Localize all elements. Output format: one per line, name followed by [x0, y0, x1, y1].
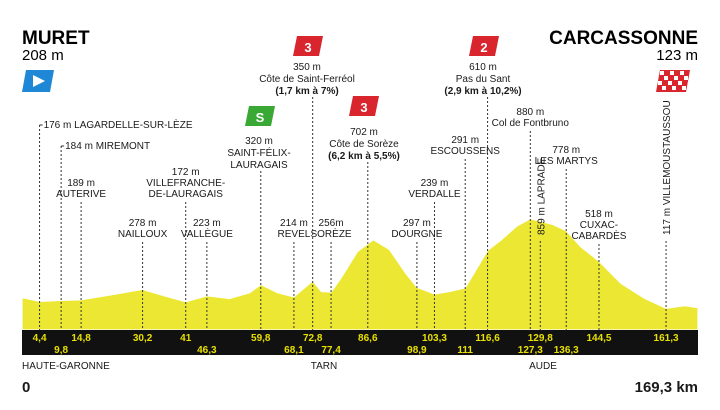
sprint-alt: 320 m: [245, 136, 273, 147]
distance-end: 169,3 km: [635, 379, 698, 396]
place-label: 859 m LAPRADE: [536, 157, 547, 235]
category-label: 3: [360, 100, 367, 115]
region-tarn: TARN: [311, 361, 337, 372]
place-label: 184 m MIREMONT: [65, 141, 150, 152]
place-label: CABARDÈS: [571, 229, 626, 242]
km-mark: 144,5: [586, 333, 611, 344]
place-label: 297 m: [403, 218, 431, 229]
place-label: 239 m: [421, 178, 449, 189]
place-label: Col de Fontbruno: [492, 118, 570, 129]
finish-altitude: 123 m: [656, 47, 698, 64]
category-badge-icon: [349, 96, 379, 116]
km-mark: 4,4: [33, 333, 47, 344]
km-mark: 77,4: [321, 345, 341, 356]
place-label: 176 m LAGARDELLE-SUR-LÈZE: [44, 118, 193, 131]
km-band: [22, 330, 698, 355]
place-label: 291 m: [451, 135, 479, 146]
sprint-name-2: LAURAGAIS: [230, 160, 288, 171]
place-label: VILLEFRANCHE-: [146, 178, 225, 189]
climb-pas-du-sant: 2 610 m Pas du Sant (2,9 km à 10,2%): [444, 36, 522, 97]
km-mark: 14,8: [71, 333, 91, 344]
finish-city: CARCASSONNE: [549, 28, 698, 49]
sprint-badge-icon: [245, 106, 275, 126]
climb-name: Pas du Sant: [456, 74, 511, 85]
place-label: VERDALLE: [408, 189, 461, 200]
km-mark: 98,9: [407, 345, 427, 356]
km-mark: 111: [457, 345, 473, 356]
place-label: REVEL: [278, 229, 311, 240]
place-label: 278 m: [129, 218, 157, 229]
km-mark: 41: [180, 333, 192, 344]
km-mark: 68,1: [284, 345, 304, 356]
climb-detail: (2,9 km à 10,2%): [444, 86, 521, 97]
climb-saint-ferreol: 3 350 m Côte de Saint-Ferréol (1,7 km à …: [259, 36, 355, 97]
km-mark: 72,8: [303, 333, 323, 344]
place-label: 117 m VILLEMOUSTAUSSOU: [662, 100, 673, 235]
category-label: 3: [304, 40, 311, 55]
place-label: SORÈZE: [310, 227, 351, 240]
km-mark: 30,2: [133, 333, 153, 344]
place-label: AUTERIVE: [56, 189, 106, 200]
climb-alt: 350 m: [293, 62, 321, 73]
place-label: 172 m: [172, 167, 200, 178]
km-mark: 136,3: [554, 345, 579, 356]
place-label: 256m: [319, 218, 344, 229]
km-mark: 46,3: [197, 345, 217, 356]
category-badge-icon: [469, 36, 499, 56]
climb-detail: (6,2 km à 5,5%): [328, 151, 400, 162]
place-label: CUXAC-: [580, 220, 618, 231]
place-label: 189 m: [67, 178, 95, 189]
place-label: DOURGNE: [391, 229, 442, 240]
km-mark: 9,8: [54, 345, 68, 356]
start-altitude: 208 m: [22, 47, 64, 64]
place-label: 223 m: [193, 218, 221, 229]
climb-name: Côte de Saint-Ferréol: [259, 74, 355, 85]
start-flag-icon: [22, 70, 54, 92]
region-aude: AUDE: [529, 361, 557, 372]
place-label: 518 m: [585, 209, 613, 220]
climb-alt: 610 m: [469, 62, 497, 73]
place-label: DE-LAURAGAIS: [148, 189, 223, 200]
climb-alt: 702 m: [350, 127, 378, 138]
km-mark: 103,3: [422, 333, 447, 344]
region-haute-garonne: HAUTE-GARONNE: [22, 361, 110, 372]
category-badge-icon: [293, 36, 323, 56]
distance-start: 0: [22, 379, 30, 396]
place-labels: 176 m LAGARDELLE-SUR-LÈZE 184 m MIREMONT 1…: [39, 100, 673, 242]
place-label: 214 m: [280, 218, 308, 229]
start-city: MURET: [22, 28, 90, 49]
place-label: NAILLOUX: [118, 229, 168, 240]
sprint-label: S: [256, 110, 265, 125]
km-mark: 116,6: [475, 333, 500, 344]
place-label: ESCOUSSENS: [430, 146, 500, 157]
climb-soreze: 3 702 m Côte de Sorèze (6,2 km à 5,5%): [328, 96, 400, 162]
category-label: 2: [480, 40, 487, 55]
climb-detail: (1,7 km à 7%): [275, 86, 338, 97]
km-mark: 129,8: [528, 333, 553, 344]
place-label: VALLÈGUE: [181, 227, 233, 240]
sprint-name-1: SAINT-FÉLIX-: [227, 146, 290, 159]
place-label: 778 m: [552, 145, 580, 156]
vertical-markers: [39, 97, 667, 330]
place-label: LES MARTYS: [535, 156, 598, 167]
km-mark: 86,6: [358, 333, 378, 344]
finish-flag-icon: [656, 70, 690, 92]
km-mark: 59,8: [251, 333, 271, 344]
km-mark: 161,3: [654, 333, 679, 344]
climb-name: Côte de Sorèze: [329, 139, 399, 150]
place-label: 880 m: [516, 107, 544, 118]
km-labels: 4,4 14,8 30,2 41 59,8 72,8 86,6 103,3 116,6 129,8…: [33, 333, 679, 356]
km-mark: 127,3: [518, 345, 543, 356]
sprint-saint-felix: S 320 m SAINT-FÉLIX- LAURAGAIS: [227, 106, 291, 171]
